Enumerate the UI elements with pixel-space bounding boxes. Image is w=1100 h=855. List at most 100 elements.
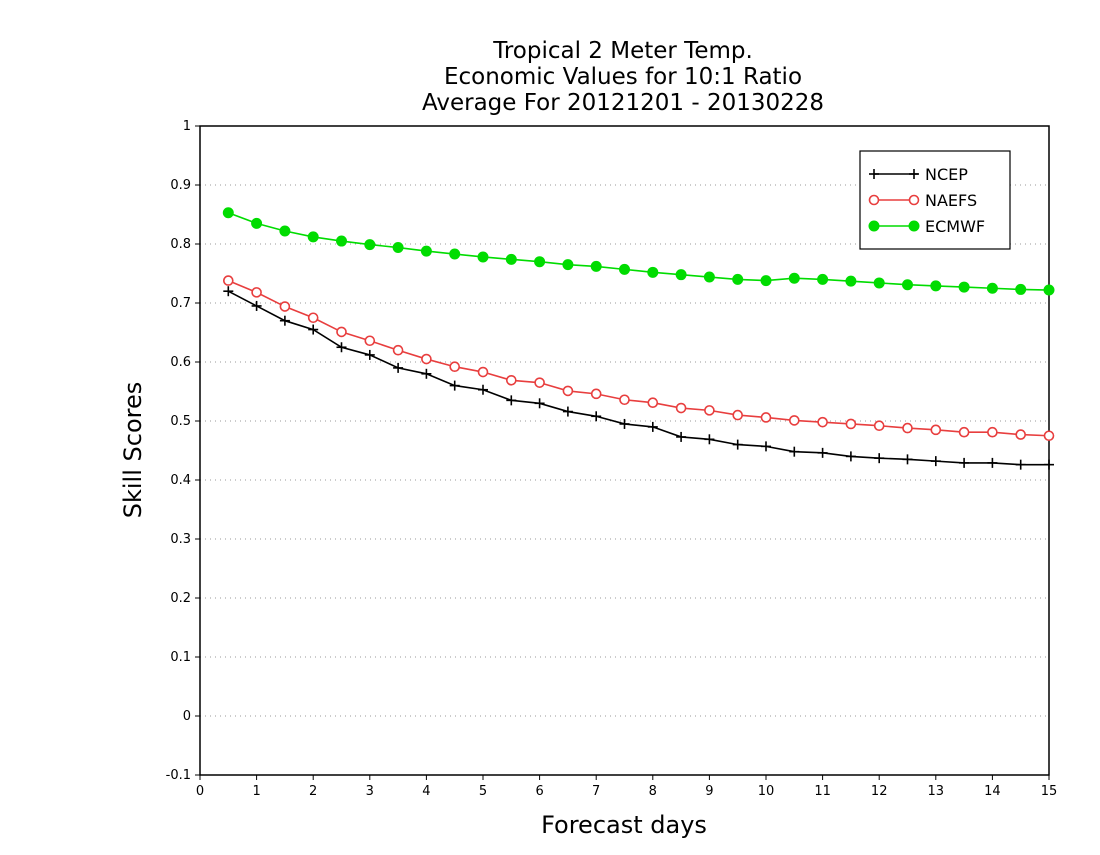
data-point-ncep xyxy=(308,324,319,335)
data-point-ecmwf xyxy=(222,207,234,219)
data-point-ecmwf xyxy=(477,251,489,263)
data-point-naefs xyxy=(732,409,744,421)
y-axis-label: Skill Scores xyxy=(119,382,147,519)
series-layer xyxy=(222,207,1055,470)
y-tick-label: 0.5 xyxy=(170,414,191,429)
data-point-naefs xyxy=(590,388,602,400)
x-tick-label: 1 xyxy=(252,784,260,799)
data-point-naefs xyxy=(873,420,885,432)
data-point-ncep xyxy=(704,434,715,445)
x-tick-label: 6 xyxy=(535,784,543,799)
y-tick-label: 0.4 xyxy=(170,473,191,488)
y-tick-label: 0.6 xyxy=(170,355,191,370)
data-point-naefs xyxy=(704,405,715,416)
legend-item-naefs: NAEFS xyxy=(868,191,977,210)
data-point-ncep xyxy=(902,454,913,465)
plot-frame xyxy=(199,125,1050,776)
data-point-naefs xyxy=(223,275,234,286)
data-point-naefs xyxy=(477,366,489,378)
data-point-naefs xyxy=(562,385,574,397)
chart-title: Tropical 2 Meter Temp. Economic Values f… xyxy=(422,38,824,116)
x-tick-label: 8 xyxy=(649,784,657,799)
data-point-ecmwf xyxy=(930,280,942,292)
y-axis: -0.1 0 0.1 0.2 0.3 0.4 0.5 0.6 0.7 0.8 0.9 1 xyxy=(166,119,200,783)
legend-item-ecmwf: ECMWF xyxy=(868,217,985,236)
title-line-3: Average For 20121201 - 20130228 xyxy=(422,90,824,116)
data-point-naefs xyxy=(1043,430,1055,442)
data-point-naefs xyxy=(902,422,913,434)
data-point-ncep xyxy=(874,453,885,464)
x-axis-label: Forecast days xyxy=(541,811,707,839)
data-point-ecmwf xyxy=(279,225,291,237)
data-point-ecmwf xyxy=(505,253,517,265)
data-point-naefs xyxy=(505,374,517,386)
data-point-ncep xyxy=(1044,459,1054,470)
data-point-ncep xyxy=(647,421,658,432)
title-line-2: Economic Values for 10:1 Ratio xyxy=(444,64,802,90)
data-point-naefs xyxy=(930,424,942,436)
data-point-ecmwf xyxy=(1015,283,1027,295)
data-point-naefs xyxy=(619,394,630,406)
legend-marker xyxy=(908,194,920,206)
data-point-naefs xyxy=(987,426,998,438)
data-point-naefs xyxy=(675,402,687,414)
data-point-naefs xyxy=(534,377,545,388)
data-point-naefs xyxy=(845,418,857,430)
data-point-ecmwf xyxy=(590,260,602,272)
legend-marker xyxy=(868,194,880,206)
series-ncep xyxy=(223,286,1054,470)
data-point-ecmwf xyxy=(788,272,800,284)
data-point-ncep xyxy=(279,315,290,326)
title-line-1: Tropical 2 Meter Temp. xyxy=(492,38,753,64)
data-point-ncep xyxy=(223,286,234,297)
y-tick-label: 0 xyxy=(183,709,191,724)
data-point-ncep xyxy=(336,342,347,353)
x-tick-label: 11 xyxy=(814,784,831,799)
data-point-ncep xyxy=(761,441,771,452)
x-tick-label: 10 xyxy=(758,784,775,799)
data-point-ncep xyxy=(251,300,262,311)
data-point-ecmwf xyxy=(336,235,347,247)
data-point-ncep xyxy=(364,349,375,360)
x-axis: 0 1 2 3 4 5 6 7 8 9 10 11 12 13 14 15 xyxy=(196,775,1057,799)
x-tick-label: 7 xyxy=(592,784,600,799)
data-point-ecmwf xyxy=(986,282,998,294)
data-point-naefs xyxy=(336,326,347,338)
data-point-ncep xyxy=(619,418,630,429)
x-tick-label: 13 xyxy=(928,784,945,799)
data-point-ecmwf xyxy=(449,248,461,260)
y-tick-label: 1 xyxy=(183,119,191,134)
data-point-naefs xyxy=(1015,429,1027,440)
data-point-ecmwf xyxy=(1043,284,1055,296)
data-point-ecmwf xyxy=(562,259,574,271)
data-point-ncep xyxy=(930,456,941,467)
y-tick-label: 0.8 xyxy=(170,237,191,252)
series-line-naefs xyxy=(227,279,1050,437)
data-point-ecmwf xyxy=(703,271,715,283)
data-point-ncep xyxy=(732,439,743,450)
data-point-ncep xyxy=(817,447,828,458)
legend-item-ncep: NCEP xyxy=(869,165,968,184)
data-point-naefs xyxy=(788,415,800,426)
legend-marker xyxy=(908,220,920,232)
y-tick-label: 0.1 xyxy=(170,650,191,665)
data-point-ecmwf xyxy=(902,279,913,291)
data-point-ecmwf xyxy=(307,231,319,243)
data-point-ecmwf xyxy=(817,273,829,285)
data-point-naefs xyxy=(251,287,262,298)
data-point-ecmwf xyxy=(619,263,630,275)
data-point-ncep xyxy=(534,398,545,409)
data-point-ncep xyxy=(478,384,488,395)
x-tick-label: 9 xyxy=(705,784,713,799)
data-point-ncep xyxy=(845,451,856,462)
data-point-ecmwf xyxy=(364,239,376,251)
data-point-ncep xyxy=(449,380,460,391)
data-point-ncep xyxy=(393,362,404,373)
legend-label-naefs: NAEFS xyxy=(925,191,977,210)
data-point-naefs xyxy=(647,397,659,409)
data-point-ncep xyxy=(591,411,602,422)
data-point-ecmwf xyxy=(732,273,744,285)
y-tick-label: 0.7 xyxy=(170,296,191,311)
